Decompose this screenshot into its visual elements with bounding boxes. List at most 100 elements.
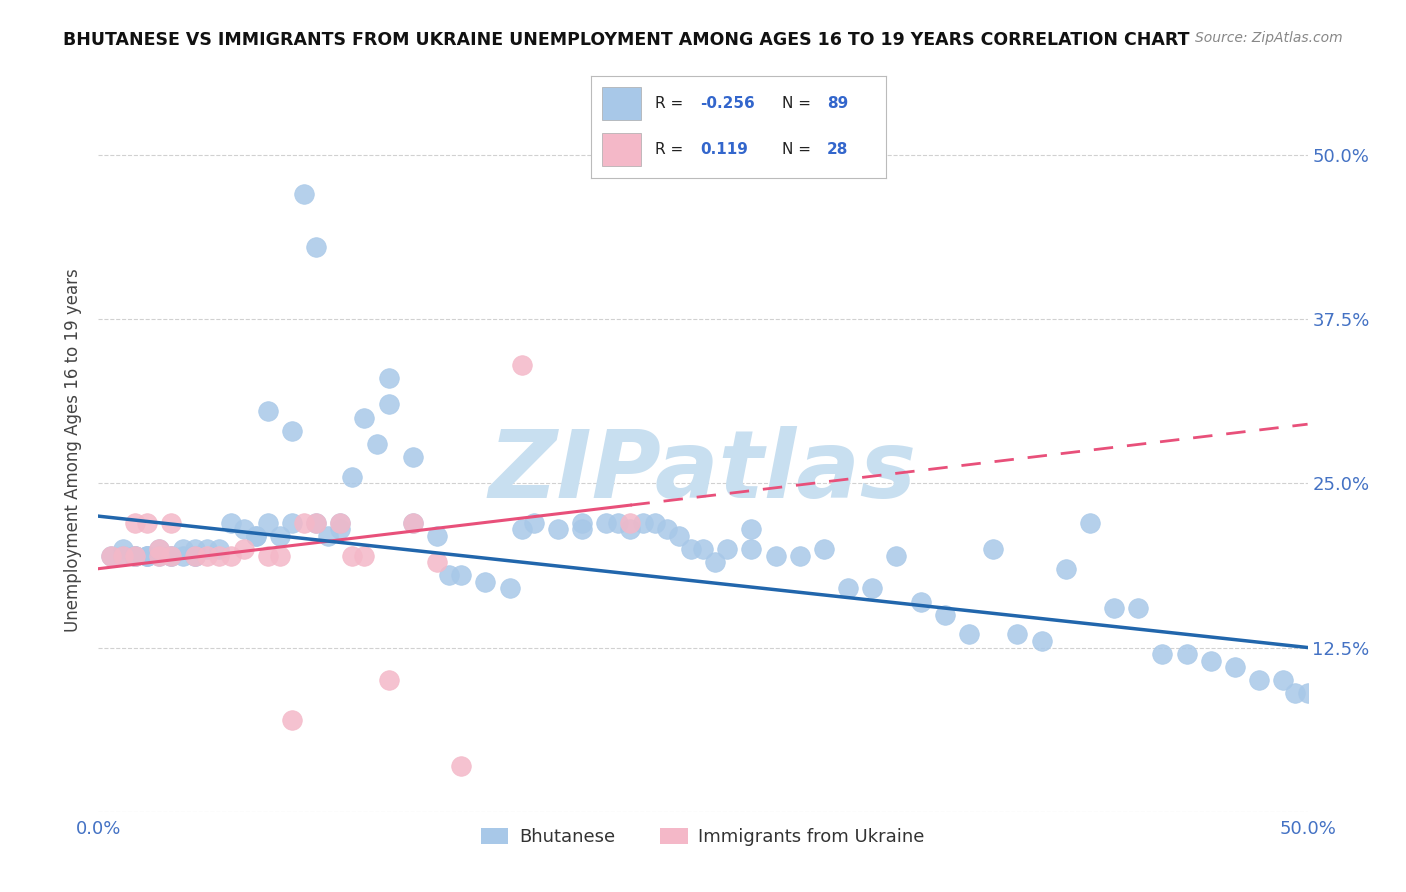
Point: [510, 522, 533, 536]
Point: [160, 549, 183, 563]
Point: [124, 549, 146, 563]
Text: BHUTANESE VS IMMIGRANTS FROM UKRAINE UNEMPLOYMENT AMONG AGES 16 TO 19 YEARS CORR: BHUTANESE VS IMMIGRANTS FROM UKRAINE UNE…: [63, 31, 1189, 49]
Point: [208, 541, 231, 556]
Point: [135, 549, 157, 563]
Point: [353, 549, 375, 563]
Point: [111, 541, 134, 556]
Point: [704, 555, 727, 569]
Point: [1272, 673, 1295, 688]
Point: [1152, 647, 1174, 661]
Point: [957, 627, 980, 641]
Point: [269, 549, 291, 563]
Text: -0.256: -0.256: [700, 96, 755, 111]
Point: [1296, 686, 1319, 700]
Point: [1175, 647, 1198, 661]
Legend: Bhutanese, Immigrants from Ukraine: Bhutanese, Immigrants from Ukraine: [474, 821, 932, 854]
Text: N =: N =: [782, 96, 817, 111]
Point: [402, 516, 425, 530]
Point: [172, 541, 194, 556]
Point: [184, 549, 207, 563]
Point: [692, 541, 714, 556]
Point: [148, 549, 170, 563]
Point: [450, 758, 472, 772]
Point: [437, 568, 460, 582]
Point: [619, 516, 641, 530]
Point: [740, 522, 762, 536]
Point: [1054, 562, 1077, 576]
Point: [305, 240, 328, 254]
Text: R =: R =: [655, 96, 689, 111]
Point: [426, 555, 449, 569]
Point: [740, 541, 762, 556]
Text: 89: 89: [827, 96, 848, 111]
Text: 28: 28: [827, 142, 848, 157]
Point: [402, 516, 425, 530]
Point: [402, 450, 425, 464]
Text: N =: N =: [782, 142, 817, 157]
Point: [631, 516, 654, 530]
Point: [837, 582, 859, 596]
Point: [426, 529, 449, 543]
Point: [256, 516, 278, 530]
Point: [353, 410, 375, 425]
Point: [1078, 516, 1101, 530]
Point: [523, 516, 546, 530]
Point: [366, 437, 388, 451]
Point: [1007, 627, 1029, 641]
Point: [377, 397, 399, 411]
Point: [221, 549, 243, 563]
FancyBboxPatch shape: [602, 87, 641, 120]
Point: [1031, 634, 1053, 648]
Point: [245, 529, 267, 543]
Point: [208, 549, 231, 563]
Point: [256, 404, 278, 418]
Point: [886, 549, 908, 563]
Point: [316, 529, 339, 543]
Point: [1199, 654, 1222, 668]
Point: [668, 529, 690, 543]
Point: [124, 549, 146, 563]
Text: Source: ZipAtlas.com: Source: ZipAtlas.com: [1195, 31, 1343, 45]
Text: R =: R =: [655, 142, 689, 157]
Point: [474, 574, 496, 589]
Point: [305, 516, 328, 530]
Point: [860, 582, 883, 596]
Point: [184, 541, 207, 556]
Point: [655, 522, 678, 536]
Point: [1249, 673, 1271, 688]
Point: [100, 549, 122, 563]
Point: [160, 549, 183, 563]
Point: [595, 516, 617, 530]
Point: [571, 522, 593, 536]
Point: [135, 549, 157, 563]
Point: [221, 516, 243, 530]
Point: [232, 522, 254, 536]
Text: 0.119: 0.119: [700, 142, 748, 157]
Point: [1223, 660, 1246, 674]
Point: [813, 541, 835, 556]
Point: [765, 549, 787, 563]
Point: [111, 549, 134, 563]
Point: [619, 522, 641, 536]
Point: [281, 516, 304, 530]
Point: [184, 549, 207, 563]
Point: [571, 516, 593, 530]
Point: [329, 522, 352, 536]
Point: [124, 549, 146, 563]
Point: [124, 549, 146, 563]
Point: [232, 541, 254, 556]
Point: [1102, 601, 1125, 615]
Point: [124, 516, 146, 530]
Point: [172, 549, 194, 563]
Text: ZIPatlas: ZIPatlas: [489, 426, 917, 518]
Point: [547, 522, 569, 536]
Point: [148, 549, 170, 563]
Point: [934, 607, 956, 622]
Point: [342, 469, 364, 483]
Point: [135, 549, 157, 563]
Point: [256, 549, 278, 563]
Point: [195, 549, 218, 563]
Point: [111, 549, 134, 563]
Point: [184, 549, 207, 563]
Point: [789, 549, 811, 563]
